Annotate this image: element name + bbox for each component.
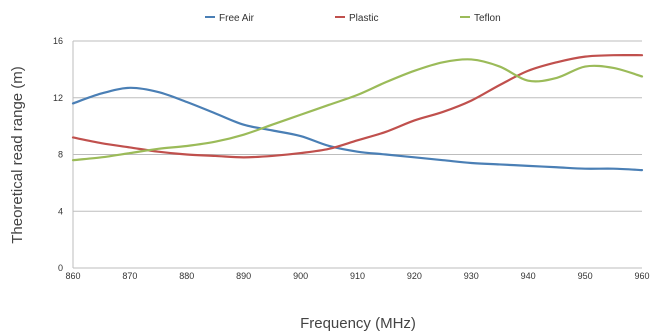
x-tick-label: 880 xyxy=(179,271,194,281)
legend-item-teflon: Teflon xyxy=(460,13,501,24)
y-tick-label: 4 xyxy=(58,206,63,216)
x-tick-label: 950 xyxy=(578,271,593,281)
x-tick-label: 910 xyxy=(350,271,365,281)
legend: Free Air Plastic Teflon xyxy=(205,13,501,24)
gridlines xyxy=(72,40,642,269)
x-tick-label: 930 xyxy=(464,271,479,281)
x-tick-label: 900 xyxy=(293,271,308,281)
y-tick-label: 12 xyxy=(53,93,63,103)
x-axis-ticks: 860 870 880 890 900 910 920 930 940 950 960 xyxy=(65,271,649,281)
x-tick-label: 960 xyxy=(634,271,649,281)
series-lines xyxy=(71,53,644,172)
x-tick-label: 860 xyxy=(65,271,80,281)
legend-item-plastic: Plastic xyxy=(335,13,378,24)
y-tick-label: 8 xyxy=(58,150,63,160)
legend-label: Teflon xyxy=(474,13,501,24)
legend-label: Free Air xyxy=(219,13,255,24)
series-line-free-air xyxy=(71,86,644,172)
y-axis-title: Theoretical read range (m) xyxy=(9,66,26,244)
y-axis-ticks: 0 4 8 12 16 xyxy=(53,36,63,273)
legend-label: Plastic xyxy=(349,13,378,24)
x-tick-label: 920 xyxy=(407,271,422,281)
x-tick-label: 890 xyxy=(236,271,251,281)
y-tick-label: 0 xyxy=(58,263,63,273)
x-axis-title: Frequency (MHz) xyxy=(300,315,416,332)
series-line-plastic xyxy=(71,53,644,159)
y-tick-label: 16 xyxy=(53,36,63,46)
x-tick-label: 940 xyxy=(521,271,536,281)
legend-item-free-air: Free Air xyxy=(205,13,255,24)
series-line-teflon xyxy=(71,58,644,162)
x-tick-label: 870 xyxy=(122,271,137,281)
